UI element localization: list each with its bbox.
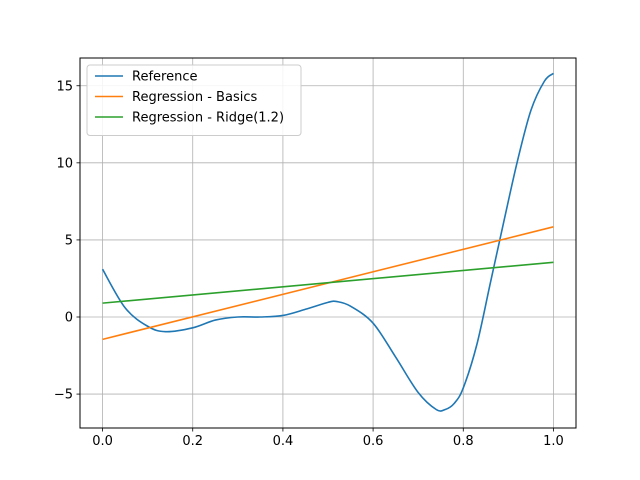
plot-frame [79,57,577,429]
legend-label: Regression - Basics [132,90,257,105]
y-tick-label: 0 [65,311,73,326]
legend: Reference Regression - Basics Regression -… [86,64,302,136]
series-line-reference [101,72,554,412]
series-layer [101,72,554,412]
x-tick-label: 0.6 [363,434,384,449]
legend-label: Regression - Ridge(1.2) [132,111,284,126]
x-tick-label: 0.4 [273,434,294,449]
legend-label: Reference [132,70,197,85]
series-line-regression-ridge-1-2 [102,261,554,304]
x-tick-label: 0.0 [92,434,113,449]
x-tick-label: 0.2 [182,434,203,449]
y-tick-label: 10 [56,156,73,171]
x-tick-label: 1.0 [543,434,564,449]
y-tick-label: 5 [65,233,73,248]
x-tick-label: 0.8 [453,434,474,449]
y-axis: −5 0 5 10 15 [54,79,80,403]
x-axis: 0.0 0.2 0.4 0.6 0.8 1.0 [92,428,564,449]
y-tick-label: 15 [56,79,73,94]
y-tick-label: −5 [54,388,73,403]
legend-box [86,64,302,136]
